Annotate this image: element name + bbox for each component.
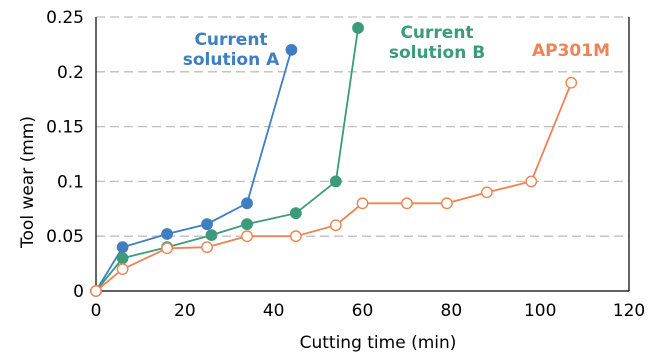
x-tick-label: 80 bbox=[441, 301, 463, 321]
series-ap301m-point bbox=[480, 186, 493, 199]
series-current-solution-b-label: Current bbox=[400, 23, 473, 43]
series-ap301m-point bbox=[401, 197, 413, 210]
series-current-solution-b-point bbox=[352, 22, 364, 34]
y-tick-label: 0.05 bbox=[46, 227, 84, 247]
series-current-solution-a-point bbox=[241, 197, 253, 210]
series-current-solution-b-label: solution B bbox=[389, 43, 485, 63]
series-current-solution-b-line bbox=[95, 27, 359, 292]
series-ap301m-point bbox=[241, 230, 253, 243]
series-ap301m-point bbox=[90, 285, 102, 297]
x-tick-labels: 0 20 40 60 80 100 120 bbox=[91, 301, 646, 321]
series-current-solution-b-point bbox=[329, 175, 342, 188]
x-tick-label: 120 bbox=[613, 301, 645, 321]
series-current-solution-a-label: solution A bbox=[183, 50, 280, 70]
series-ap301m-point bbox=[565, 76, 578, 89]
series-current-solution-b-point bbox=[205, 229, 218, 242]
x-tick-label: 100 bbox=[524, 301, 556, 321]
y-axis-title: Tool wear (mm) bbox=[18, 116, 38, 249]
series-ap301m-point bbox=[289, 230, 302, 243]
series-current-solution-a-point bbox=[201, 218, 213, 231]
series-ap301m-point bbox=[329, 219, 342, 232]
series-current-solution-a-label: Current bbox=[194, 30, 267, 50]
series-ap301m-line bbox=[95, 82, 573, 292]
series-ap301m-point bbox=[116, 263, 129, 275]
x-axis-title: Cutting time (min) bbox=[300, 333, 457, 353]
y-tick-label: 0 bbox=[73, 282, 84, 302]
series-ap301m-label: AP301M bbox=[532, 41, 610, 61]
y-tick-label: 0.25 bbox=[46, 8, 84, 28]
y-tick-label: 0.2 bbox=[57, 63, 84, 83]
x-tick-label: 20 bbox=[174, 301, 196, 321]
x-tick-label: 0 bbox=[91, 301, 102, 321]
y-tick-label: 0.1 bbox=[57, 172, 84, 192]
series-current-solution-b-point bbox=[289, 207, 302, 220]
series-current-solution-a-point bbox=[161, 228, 173, 240]
series-current-solution-b-point bbox=[241, 218, 253, 231]
y-tick-label: 0.15 bbox=[46, 118, 84, 138]
y-tick-labels: 0 0.05 0.1 0.15 0.2 0.25 bbox=[46, 8, 84, 302]
series-ap301m-point bbox=[356, 197, 369, 210]
series-current-solution-b-point bbox=[116, 252, 129, 265]
series-current-solution-a-point bbox=[116, 241, 129, 254]
x-tick-label: 60 bbox=[352, 301, 374, 321]
x-tick-label: 40 bbox=[263, 301, 285, 321]
series-current-solution-a-point bbox=[285, 43, 298, 56]
grid-lines bbox=[96, 16, 629, 237]
series-ap301m-point bbox=[525, 175, 538, 188]
series-ap301m-point bbox=[161, 242, 173, 255]
series-ap301m-point bbox=[440, 197, 453, 210]
series-group bbox=[90, 22, 578, 297]
series-ap301m-point bbox=[201, 241, 213, 254]
axes bbox=[95, 17, 630, 292]
